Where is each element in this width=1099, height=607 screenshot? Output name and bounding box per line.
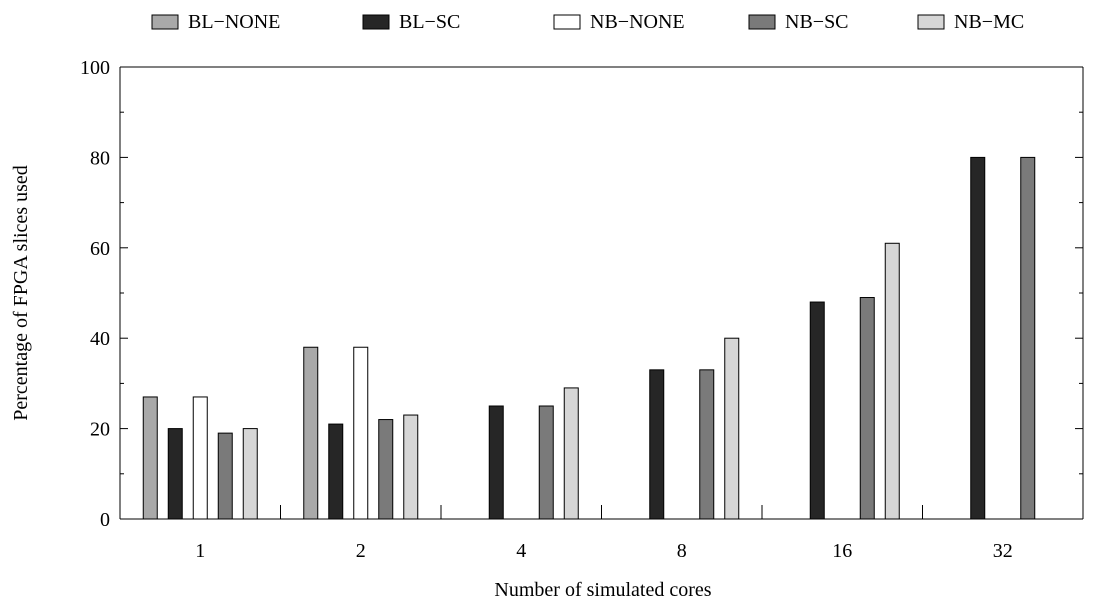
legend-label: NB−NONE [590, 11, 685, 33]
y-tick-label: 100 [80, 57, 110, 79]
bar [538, 405, 554, 520]
x-tick-label: 16 [832, 540, 852, 562]
x-tick-label: 2 [356, 540, 366, 562]
y-tick-label: 40 [90, 328, 110, 350]
legend: BL−NONE BL−SC NB−NONE NB−SC NB−MC [151, 11, 1024, 33]
legend-swatch [151, 14, 179, 30]
bar [859, 297, 875, 520]
bar [242, 428, 258, 520]
y-axis-title: Percentage of FPGA slices used [10, 165, 32, 421]
x-tick-label: 1 [195, 540, 205, 562]
legend-label: BL−NONE [188, 11, 280, 33]
bar [353, 346, 369, 520]
legend-swatch [748, 14, 776, 30]
bar [649, 369, 665, 520]
bar [328, 423, 344, 520]
bar [809, 301, 825, 520]
y-tick-label: 20 [90, 419, 110, 441]
bar [378, 419, 394, 520]
x-tick-label: 32 [993, 540, 1013, 562]
y-tick-label: 0 [100, 509, 110, 531]
bar [167, 428, 183, 520]
bar [142, 396, 158, 520]
x-tick-label: 8 [677, 540, 687, 562]
bar [217, 432, 233, 520]
plot-area: 0 20 40 60 80 100 1 2 4 8 16 32 [80, 57, 1084, 562]
legend-swatch [917, 14, 945, 30]
y-tick-label: 60 [90, 238, 110, 260]
bar [403, 414, 419, 520]
legend-swatch [362, 14, 390, 30]
bar [970, 156, 986, 520]
legend-label: BL−SC [399, 11, 460, 33]
legend-swatch [553, 14, 581, 30]
bar [563, 387, 579, 520]
bar [192, 396, 208, 520]
bar [724, 337, 740, 520]
bar [699, 369, 715, 520]
y-tick-label: 80 [90, 147, 110, 169]
bar [303, 346, 319, 520]
bar [1020, 156, 1036, 520]
x-axis-title: Number of simulated cores [494, 579, 711, 601]
bar [884, 242, 900, 520]
legend-label: NB−SC [785, 11, 849, 33]
x-tick-label: 4 [516, 540, 526, 562]
legend-label: NB−MC [954, 11, 1024, 33]
bar [488, 405, 504, 520]
